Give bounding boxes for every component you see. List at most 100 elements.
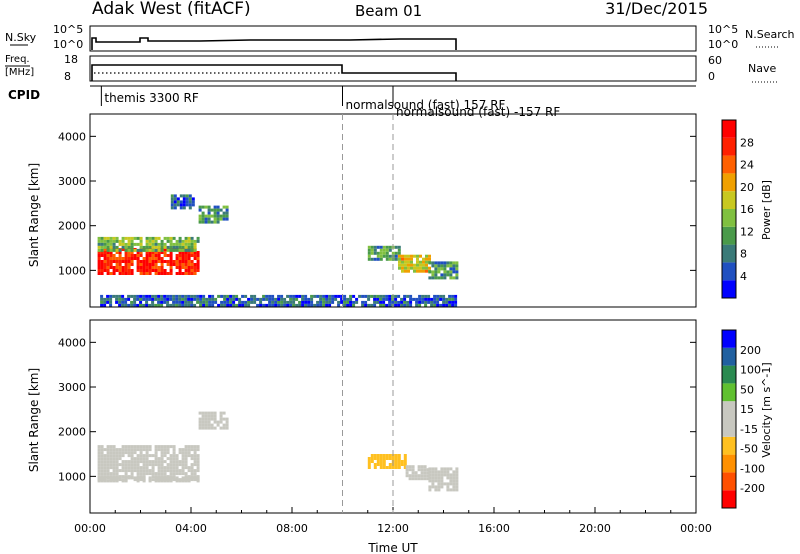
data-cell [103, 476, 107, 480]
data-cell [409, 303, 413, 307]
data-cell [103, 254, 107, 257]
data-cell [124, 266, 128, 269]
data-cell [187, 300, 191, 304]
data-cell [139, 260, 143, 263]
data-cell [196, 266, 200, 269]
data-cell [271, 297, 275, 301]
data-cell [219, 411, 223, 415]
data-cell [204, 426, 208, 430]
data-cell [310, 297, 314, 301]
data-cell [187, 454, 191, 458]
data-cell [439, 297, 443, 301]
data-cell [187, 466, 191, 470]
data-cell [139, 248, 143, 252]
data-cell [169, 454, 173, 458]
data-cell [207, 211, 211, 215]
data-cell [298, 294, 302, 298]
data-cell [169, 239, 173, 243]
data-cell [181, 272, 185, 275]
data-cell [157, 260, 161, 263]
data-cell [452, 261, 456, 265]
data-cell [151, 466, 155, 470]
data-cell [434, 473, 438, 477]
data-cell [166, 457, 170, 461]
data-cell [121, 469, 125, 473]
data-cell [301, 294, 305, 298]
data-cell [145, 294, 149, 298]
colorbar-tick-label: -200 [740, 482, 765, 495]
data-cell [115, 239, 119, 243]
data-cell [204, 205, 208, 209]
data-cell [198, 205, 202, 209]
data-cell [259, 297, 263, 301]
data-cell [148, 263, 152, 266]
data-cell [455, 270, 459, 274]
data-cell [133, 478, 137, 482]
data-cell [425, 266, 428, 270]
data-cell [160, 257, 164, 260]
data-cell [295, 303, 299, 307]
data-cell [373, 245, 377, 249]
data-cell [190, 478, 194, 482]
data-cell [437, 473, 441, 477]
data-cell [301, 297, 305, 301]
data-cell [151, 236, 155, 240]
data-cell [193, 448, 197, 452]
data-cell [385, 245, 389, 249]
data-cell [127, 297, 131, 301]
data-cell [310, 303, 314, 307]
data-cell [175, 303, 179, 307]
data-cell [361, 303, 365, 307]
data-cell [121, 294, 125, 298]
data-cell [118, 266, 122, 269]
colorbar-tick-label: -100 [740, 462, 765, 475]
data-cell [455, 473, 459, 477]
data-cell [421, 297, 425, 301]
data-cell [100, 448, 104, 452]
data-cell [259, 300, 263, 304]
data-cell [331, 297, 335, 301]
data-cell [198, 217, 202, 221]
data-cell [178, 248, 182, 252]
data-cell [160, 472, 164, 476]
data-cell [430, 300, 434, 304]
data-cell [173, 194, 177, 198]
data-cell [449, 479, 453, 483]
data-cell [216, 214, 220, 218]
data-cell [151, 472, 155, 476]
data-cell [373, 248, 377, 252]
data-cell [173, 200, 177, 204]
data-cell [136, 248, 140, 252]
nsky-strip [89, 25, 697, 52]
data-cell [382, 248, 386, 252]
data-cell [106, 466, 110, 470]
data-cell [190, 469, 194, 473]
data-cell [404, 260, 407, 264]
data-cell [213, 426, 217, 430]
data-cell [216, 220, 220, 224]
data-cell [410, 260, 413, 264]
data-cell [148, 448, 152, 452]
data-cell [419, 260, 422, 264]
colorbar-swatch [722, 365, 736, 384]
data-cell [190, 254, 194, 257]
data-cell [139, 472, 143, 476]
data-cell [454, 294, 458, 298]
data-cell [142, 245, 146, 249]
data-cell [106, 236, 110, 240]
data-cell [265, 294, 269, 298]
data-cell [222, 217, 226, 221]
data-cell [130, 294, 134, 298]
data-cell [170, 194, 174, 198]
data-cell [97, 479, 101, 483]
freq-top-tick: 18 [64, 53, 78, 66]
data-cell [419, 263, 422, 267]
data-cell [407, 263, 410, 267]
data-cell [193, 451, 197, 455]
data-cell [268, 297, 272, 301]
data-cell [160, 300, 164, 304]
data-cell [196, 479, 200, 483]
data-cell [182, 203, 186, 207]
data-cell [142, 466, 146, 470]
data-cell [130, 254, 134, 257]
